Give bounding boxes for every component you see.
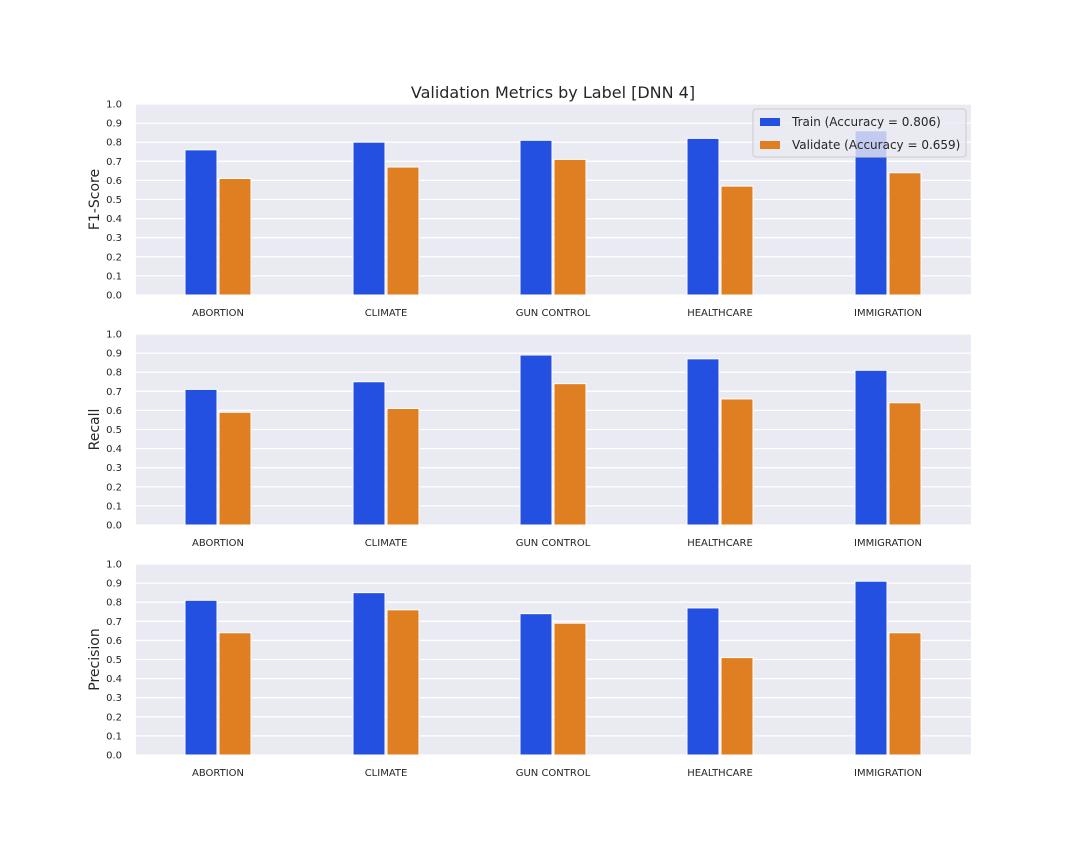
train-bar-climate: [352, 592, 386, 756]
train-bar-immigration: [854, 130, 888, 296]
validate-bar-immigration: [888, 632, 922, 756]
train-bar-gun-control: [519, 139, 553, 296]
x-tick-label: GUN CONTROL: [516, 768, 591, 779]
validate-bar-healthcare: [720, 657, 754, 756]
train-bar-healthcare: [686, 607, 720, 756]
y-tick-label: 0.8: [106, 368, 122, 379]
validate-bar-immigration: [888, 172, 922, 296]
legend-label: Validate (Accuracy = 0.659): [792, 138, 960, 152]
subplot-recall: 0.0 0.1 0.2 0.3 0.4 0.5 0.6 0.7 0.8 0.9 1.0 Recall A…: [87, 330, 971, 549]
validate-bar-gun-control: [553, 622, 587, 756]
y-tick-label: 0.9: [106, 579, 122, 590]
y-tick-label: 0.4: [106, 444, 122, 455]
x-tick-label: ABORTION: [192, 308, 244, 319]
y-tick-label: 0.1: [106, 271, 122, 282]
chart-title: Validation Metrics by Label [DNN 4]: [411, 83, 695, 102]
x-tick-label: ABORTION: [192, 538, 244, 549]
validate-bar-climate: [386, 609, 420, 756]
x-tick-label: CLIMATE: [365, 768, 408, 779]
x-tick-label: HEALTHCARE: [687, 308, 753, 319]
subplots: 0.0 0.1 0.2 0.3 0.4 0.5 0.6 0.7 0.8 0.9 1.0 F1-Scor…: [87, 100, 971, 779]
legend-swatch: [760, 118, 780, 126]
train-bar-climate: [352, 141, 386, 296]
train-bar-healthcare: [686, 137, 720, 296]
y-tick-label: 0.2: [106, 482, 122, 493]
y-tick-label: 0.7: [106, 617, 122, 628]
train-bar-abortion: [184, 149, 218, 296]
legend-box: [752, 108, 967, 158]
legend-swatch: [760, 141, 780, 149]
validate-bar-abortion: [218, 177, 252, 296]
train-bar-gun-control: [519, 613, 553, 756]
y-axis-label: F1-Score: [87, 169, 103, 230]
x-tick-label: HEALTHCARE: [687, 768, 753, 779]
validate-bar-gun-control: [553, 383, 587, 526]
y-tick-label: 0.6: [106, 176, 122, 187]
train-bar-abortion: [184, 388, 218, 526]
y-tick-label: 1.0: [106, 100, 122, 111]
y-tick-label: 0.7: [106, 157, 122, 168]
y-tick-label: 0.3: [106, 693, 122, 704]
y-tick-label: 0.9: [106, 119, 122, 130]
y-tick-label: 0.2: [106, 252, 122, 263]
y-tick-label: 0.3: [106, 463, 122, 474]
y-tick-label: 0.5: [106, 655, 122, 666]
train-bar-abortion: [184, 599, 218, 756]
y-tick-label: 0.9: [106, 349, 122, 360]
y-tick-label: 0.4: [106, 214, 122, 225]
train-bar-climate: [352, 381, 386, 526]
x-tick-label: HEALTHCARE: [687, 538, 753, 549]
legend-label: Train (Accuracy = 0.806): [791, 115, 941, 129]
y-tick-label: 1.0: [106, 330, 122, 341]
x-tick-label: IMMIGRATION: [854, 308, 922, 319]
validate-bar-healthcare: [720, 398, 754, 526]
train-bar-gun-control: [519, 354, 553, 526]
x-tick-label: GUN CONTROL: [516, 308, 591, 319]
subplot-precision: 0.0 0.1 0.2 0.3 0.4 0.5 0.6 0.7 0.8 0.9 1.0 Precisi…: [87, 560, 971, 779]
train-bar-immigration: [854, 580, 888, 756]
y-tick-label: 0.8: [106, 598, 122, 609]
x-tick-label: ABORTION: [192, 768, 244, 779]
y-tick-label: 1.0: [106, 560, 122, 571]
validate-bar-healthcare: [720, 185, 754, 296]
validate-bar-abortion: [218, 632, 252, 756]
y-tick-label: 0.6: [106, 406, 122, 417]
y-tick-label: 0.0: [106, 751, 122, 762]
y-tick-label: 0.0: [106, 521, 122, 532]
y-tick-label: 0.5: [106, 195, 122, 206]
y-tick-label: 0.6: [106, 636, 122, 647]
validate-bar-immigration: [888, 402, 922, 526]
x-tick-label: CLIMATE: [365, 538, 408, 549]
y-tick-label: 0.2: [106, 712, 122, 723]
y-tick-label: 0.5: [106, 425, 122, 436]
validate-bar-climate: [386, 166, 420, 296]
y-tick-label: 0.1: [106, 501, 122, 512]
train-bar-healthcare: [686, 358, 720, 526]
y-tick-label: 0.3: [106, 233, 122, 244]
x-tick-label: IMMIGRATION: [854, 768, 922, 779]
validate-bar-gun-control: [553, 158, 587, 296]
y-tick-label: 0.7: [106, 387, 122, 398]
y-tick-label: 0.8: [106, 138, 122, 149]
y-axis-label: Recall: [87, 409, 103, 451]
validate-bar-climate: [386, 407, 420, 526]
legend: Train (Accuracy = 0.806) Validate (Accura…: [752, 108, 967, 158]
x-tick-label: IMMIGRATION: [854, 538, 922, 549]
y-tick-label: 0.0: [106, 291, 122, 302]
y-tick-label: 0.4: [106, 674, 122, 685]
validate-bar-abortion: [218, 411, 252, 526]
x-tick-label: GUN CONTROL: [516, 538, 591, 549]
train-bar-immigration: [854, 369, 888, 526]
x-tick-label: CLIMATE: [365, 308, 408, 319]
y-axis-label: Precision: [87, 628, 103, 690]
y-tick-label: 0.1: [106, 731, 122, 742]
